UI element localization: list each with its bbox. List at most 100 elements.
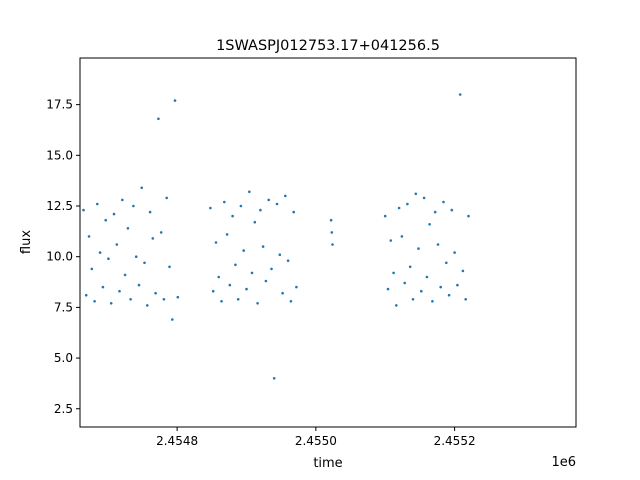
data-point — [121, 198, 124, 202]
data-point — [90, 267, 94, 271]
data-point — [411, 298, 415, 301]
data-point — [259, 208, 262, 212]
data-point — [329, 218, 333, 222]
data-point — [171, 318, 174, 321]
data-point — [420, 289, 423, 293]
data-point — [242, 249, 245, 252]
data-point — [400, 235, 404, 238]
data-point — [417, 247, 420, 250]
data-point — [397, 206, 401, 210]
data-point — [220, 300, 223, 303]
data-point — [82, 208, 85, 212]
data-point — [261, 245, 265, 248]
data-point — [132, 204, 135, 208]
data-point — [93, 300, 96, 303]
data-point — [223, 200, 226, 204]
data-point — [159, 231, 163, 234]
plot-frame — [79, 57, 577, 428]
data-point — [281, 291, 284, 295]
y-axis-label: flux — [19, 230, 34, 254]
y-axis-ticks: 2.5 5.0 7.5 10.0 12.5 15.0 17.5 — [46, 98, 80, 416]
data-point — [464, 298, 468, 301]
data-point — [217, 275, 220, 279]
data-point — [109, 302, 113, 305]
data-point — [433, 210, 437, 214]
data-point — [330, 231, 334, 234]
data-point — [134, 255, 138, 258]
y-tick-label: 17.5 — [46, 98, 73, 112]
data-point — [458, 93, 462, 96]
data-point — [231, 214, 234, 218]
data-point — [157, 117, 160, 121]
data-point — [264, 279, 268, 283]
data-point — [395, 304, 398, 307]
data-point — [439, 285, 443, 289]
data-point — [151, 237, 155, 240]
data-point — [278, 253, 282, 256]
y-tick-label: 5.0 — [54, 351, 73, 365]
data-point — [392, 271, 395, 275]
data-point — [148, 210, 152, 214]
data-point — [456, 283, 459, 287]
data-point — [408, 265, 412, 269]
data-point — [331, 243, 334, 246]
data-point — [286, 259, 290, 263]
data-point — [403, 281, 407, 285]
data-point — [140, 186, 143, 190]
data-point — [225, 233, 229, 236]
data-point — [256, 302, 259, 305]
x-axis-offset-label: 1e6 — [551, 455, 576, 470]
y-tick-label: 15.0 — [46, 148, 73, 162]
data-point — [295, 285, 298, 289]
data-point — [248, 190, 251, 194]
data-point — [284, 194, 287, 198]
data-point — [234, 263, 237, 267]
data-point — [129, 298, 132, 301]
data-point — [101, 285, 105, 289]
y-tick-label: 7.5 — [54, 300, 73, 314]
data-point — [211, 289, 215, 293]
data-point — [431, 300, 434, 303]
data-point — [115, 243, 119, 246]
data-point — [239, 204, 243, 208]
data-point — [453, 251, 456, 254]
data-point — [425, 275, 429, 279]
data-point — [245, 287, 248, 291]
data-point — [386, 287, 390, 291]
x-tick-label: 2.4552 — [434, 434, 476, 448]
data-point — [428, 223, 431, 226]
data-point — [84, 293, 88, 297]
data-point — [467, 214, 470, 218]
data-point — [214, 241, 218, 244]
data-point — [414, 192, 418, 196]
y-tick-label: 2.5 — [54, 402, 73, 416]
data-point — [292, 210, 296, 214]
data-point — [112, 212, 116, 216]
data-point — [289, 300, 293, 303]
x-tick-label: 2.4548 — [156, 434, 198, 448]
data-point — [168, 265, 171, 269]
data-point — [209, 206, 212, 210]
data-point — [126, 227, 130, 230]
data-point — [98, 251, 102, 254]
data-point — [87, 235, 91, 238]
data-point — [275, 202, 279, 206]
data-point — [445, 261, 448, 265]
chart-title: 1SWASPJ012753.17+041256.5 — [216, 38, 440, 54]
data-point — [406, 202, 409, 206]
data-point — [165, 196, 168, 200]
data-point — [436, 243, 440, 246]
data-point — [118, 289, 121, 293]
data-point — [447, 293, 451, 297]
data-point — [146, 304, 149, 307]
x-axis-ticks: 2.4548 2.4550 2.4552 — [156, 427, 476, 448]
data-point — [450, 208, 454, 212]
data-point — [389, 239, 393, 242]
data-point — [107, 257, 110, 261]
data-point — [236, 298, 240, 301]
data-points — [82, 93, 470, 380]
data-point — [96, 202, 99, 206]
data-point — [137, 283, 141, 287]
y-tick-label: 12.5 — [46, 199, 73, 213]
